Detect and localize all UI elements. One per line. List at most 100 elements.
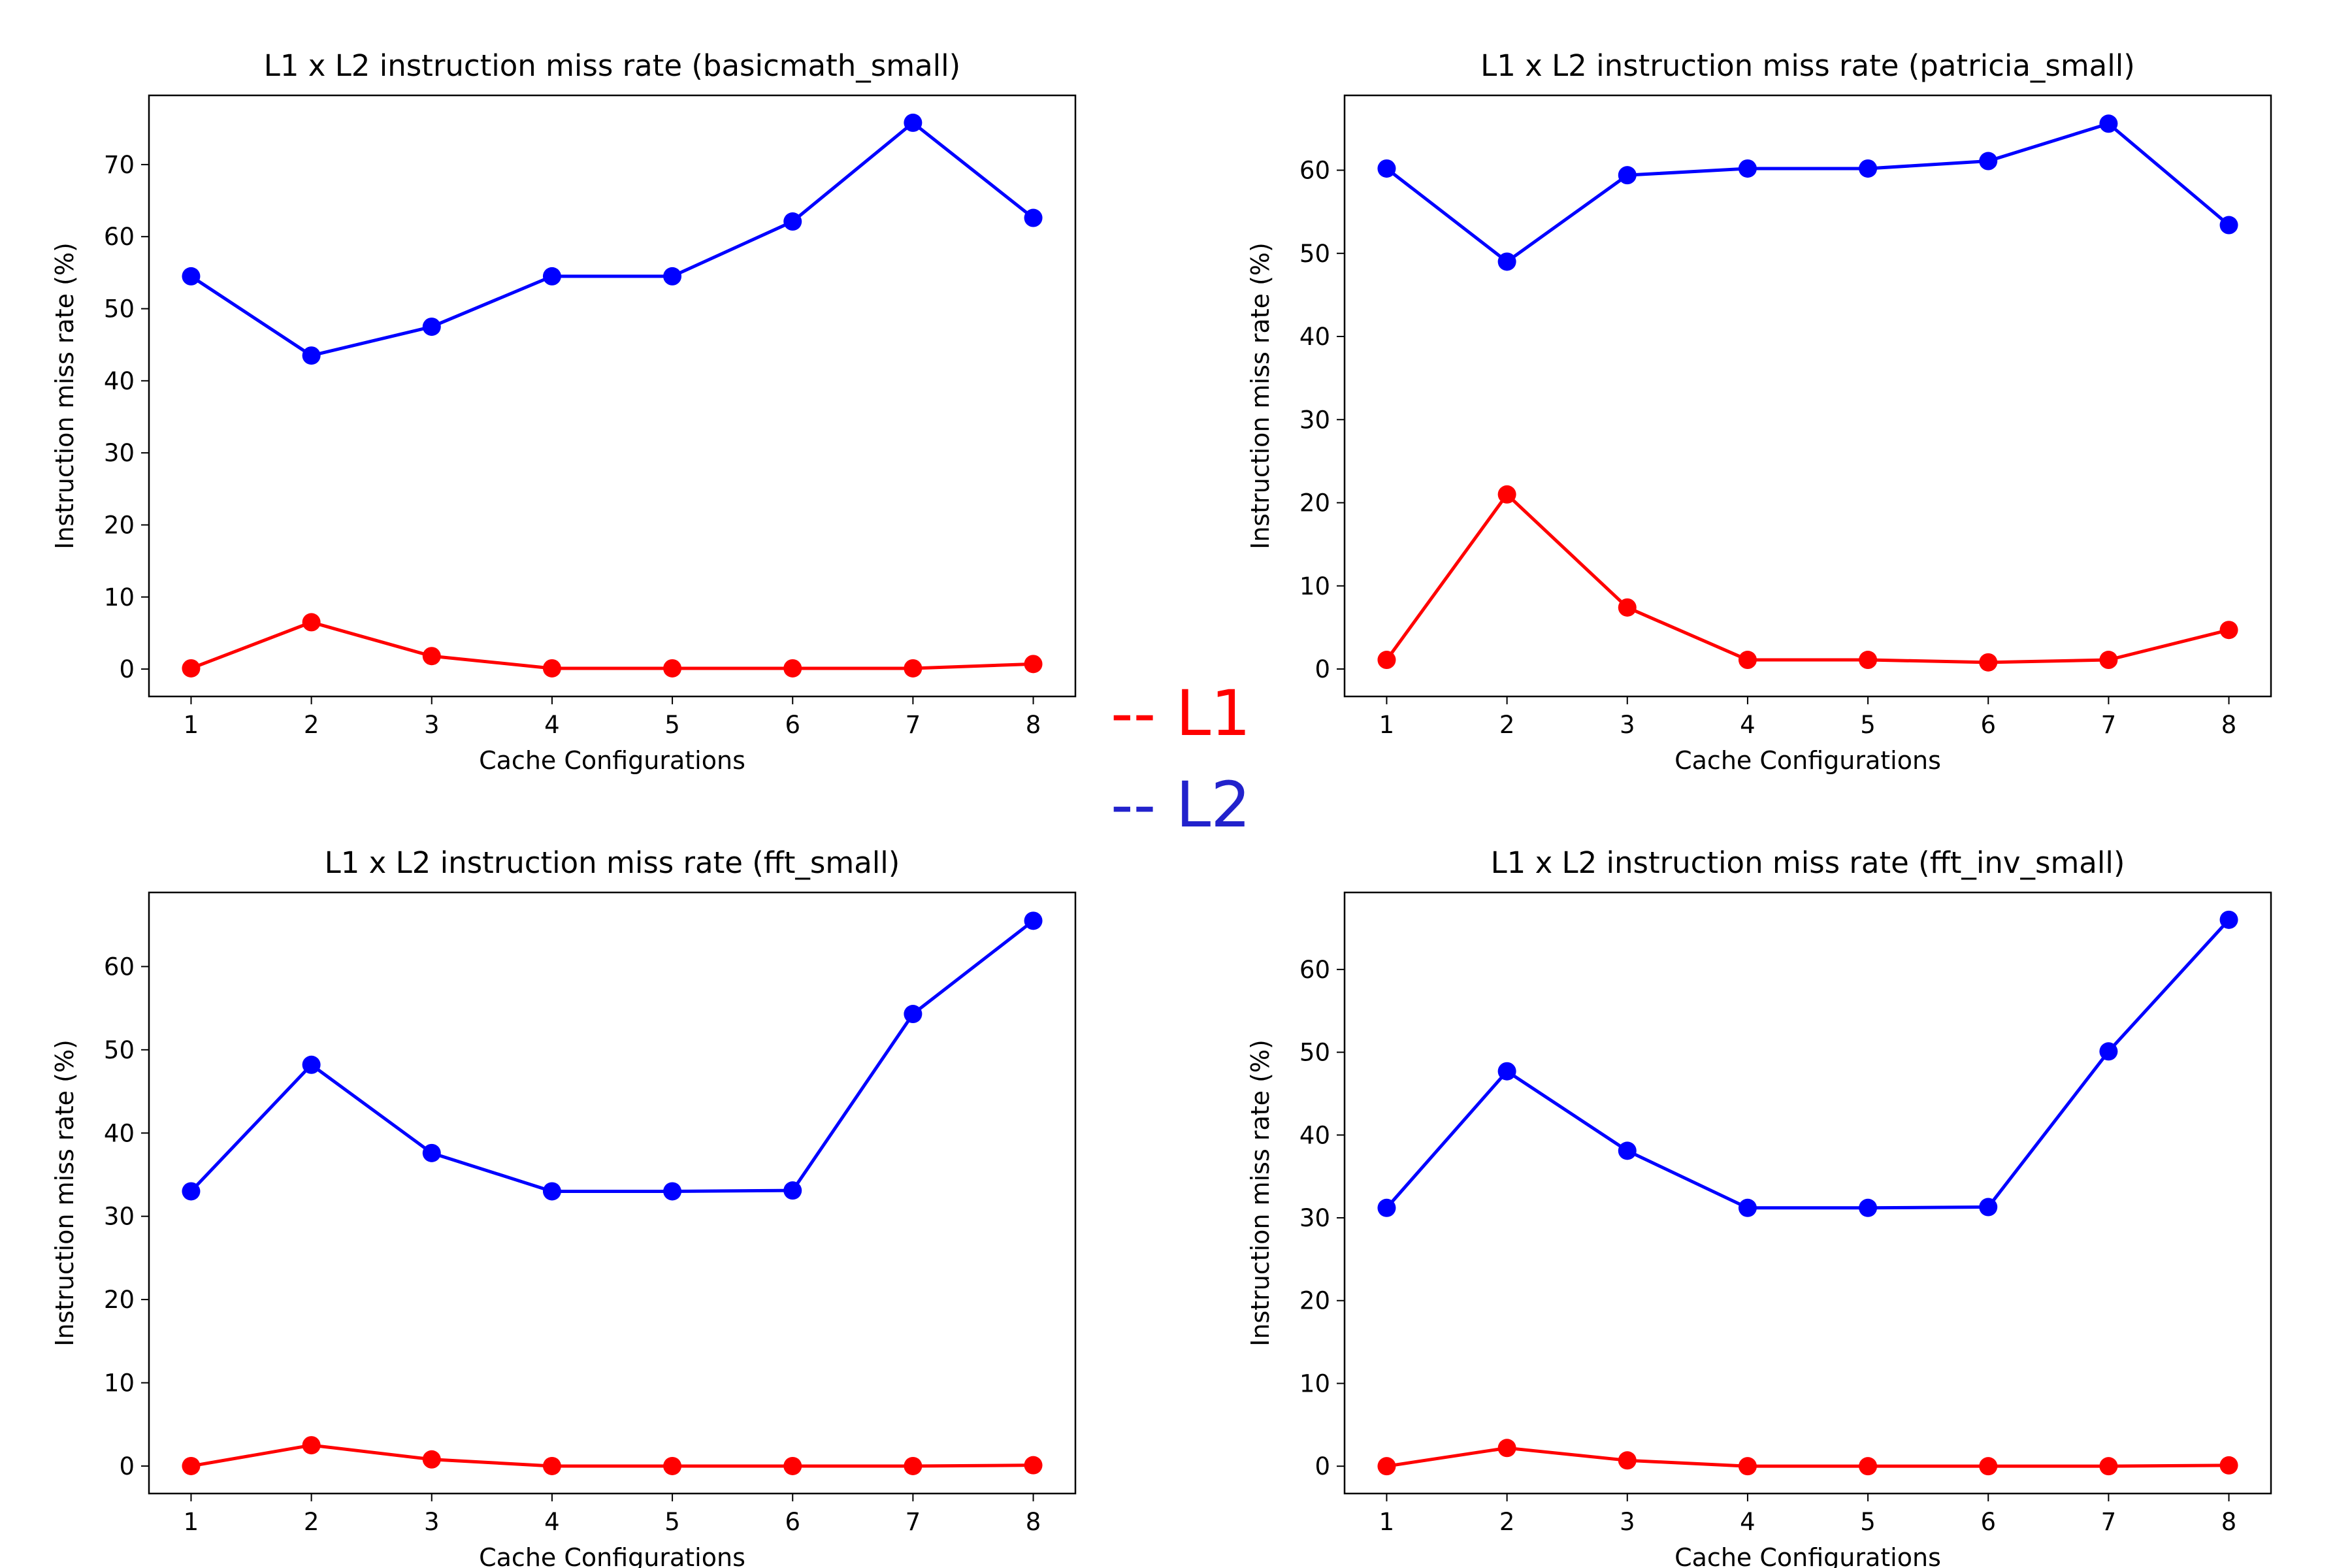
y-tick-label: 30 — [1299, 406, 1330, 434]
y-tick-label: 30 — [104, 1203, 135, 1231]
x-tick-label: 1 — [184, 711, 199, 739]
data-point — [1979, 653, 1998, 672]
data-point — [1859, 159, 1878, 178]
chart-title: L1 x L2 instruction miss rate (fft_small… — [325, 845, 900, 880]
x-tick-label: 8 — [1026, 711, 1041, 739]
data-point — [182, 659, 201, 678]
y-tick-label: 40 — [104, 1119, 135, 1147]
data-point — [1859, 651, 1878, 670]
y-tick-label: 20 — [104, 511, 135, 539]
data-point — [1618, 598, 1637, 617]
data-point — [1979, 1457, 1998, 1476]
x-tick-label: 7 — [2101, 1508, 2117, 1536]
y-tick-label: 20 — [1299, 489, 1330, 517]
x-tick-label: 7 — [906, 711, 921, 739]
data-point — [1497, 1062, 1516, 1081]
data-point — [663, 1182, 682, 1201]
charts-container: L1 x L2 instruction miss rate (basicmath… — [50, 48, 2272, 1568]
data-point — [422, 1450, 441, 1469]
x-tick-label: 1 — [184, 1508, 199, 1536]
x-tick-label: 4 — [1740, 1508, 1756, 1536]
data-point — [1618, 166, 1637, 185]
series-line — [1385, 493, 2230, 664]
data-point — [1738, 1457, 1757, 1476]
series-l2 — [1377, 114, 2238, 271]
series-l2 — [1377, 910, 2238, 1217]
y-tick-label: 10 — [104, 1369, 135, 1397]
x-tick-label: 4 — [544, 1508, 560, 1536]
series-line — [1385, 919, 2230, 1210]
data-point — [2219, 910, 2238, 929]
data-point — [1738, 651, 1757, 670]
data-point — [1024, 911, 1043, 930]
data-point — [2099, 1457, 2118, 1476]
data-point — [2099, 114, 2118, 133]
y-tick-label: 10 — [1299, 572, 1330, 600]
x-tick-label: 5 — [1860, 1508, 1876, 1536]
plot-frame — [1343, 94, 2272, 698]
data-point — [422, 1143, 441, 1162]
data-point — [1859, 1198, 1878, 1217]
data-point — [182, 267, 201, 286]
x-tick-label: 4 — [1740, 711, 1756, 739]
data-point — [904, 659, 923, 678]
data-point — [182, 1456, 201, 1475]
y-tick-label: 0 — [119, 655, 135, 683]
data-point — [2219, 1456, 2238, 1475]
x-tick-label: 8 — [2221, 711, 2237, 739]
data-point — [663, 659, 682, 678]
x-tick-label: 8 — [1026, 1508, 1041, 1536]
data-point — [1859, 1457, 1878, 1476]
series-line — [1386, 1446, 2229, 1468]
x-axis-label: Cache Configurations — [1674, 746, 1941, 775]
series-l2 — [182, 911, 1043, 1201]
x-tick-label: 3 — [1620, 711, 1635, 739]
y-tick-label: 50 — [1299, 240, 1330, 268]
data-point — [663, 267, 682, 286]
x-tick-label: 3 — [1620, 1508, 1635, 1536]
x-tick-label: 8 — [2221, 1508, 2237, 1536]
y-tick-label: 0 — [119, 1452, 135, 1480]
y-tick-label: 0 — [1315, 655, 1330, 683]
data-point — [302, 1055, 321, 1074]
y-tick-label: 40 — [1299, 323, 1330, 351]
data-point — [542, 1182, 561, 1201]
plot-frame — [148, 94, 1077, 698]
y-tick-label: 40 — [104, 367, 135, 395]
y-tick-label: 10 — [104, 583, 135, 612]
data-point — [2099, 651, 2118, 670]
data-point — [1738, 159, 1757, 178]
series-line — [1385, 122, 2230, 263]
x-tick-label: 1 — [1379, 1508, 1395, 1536]
data-point — [422, 318, 441, 336]
x-tick-label: 2 — [1499, 711, 1515, 739]
x-tick-label: 5 — [664, 1508, 680, 1536]
y-axis-label: Instruction miss rate (%) — [50, 1039, 79, 1347]
x-tick-label: 4 — [544, 711, 560, 739]
y-tick-label: 20 — [104, 1286, 135, 1314]
data-point — [302, 1436, 321, 1455]
y-tick-label: 60 — [104, 223, 135, 251]
x-tick-label: 3 — [424, 711, 440, 739]
y-tick-label: 50 — [104, 1036, 135, 1064]
series-l2 — [182, 113, 1043, 365]
x-tick-label: 2 — [304, 1508, 319, 1536]
series-line — [191, 1443, 1034, 1468]
data-point — [2219, 216, 2238, 235]
legend: -- L1 -- L2 — [1111, 677, 1250, 841]
data-point — [302, 346, 321, 365]
data-point — [783, 1181, 802, 1200]
chart-title: L1 x L2 instruction miss rate (fft_inv_s… — [1491, 845, 2125, 880]
x-tick-label: 6 — [785, 1508, 800, 1536]
x-axis-label: Cache Configurations — [479, 746, 745, 775]
y-tick-label: 30 — [104, 439, 135, 467]
series-l1 — [1377, 1439, 2238, 1476]
data-point — [422, 647, 441, 666]
chart-panel-4: L1 x L2 instruction miss rate (fft_inv_s… — [1246, 845, 2272, 1568]
y-tick-label: 60 — [1299, 157, 1330, 185]
x-tick-label: 6 — [1980, 711, 1996, 739]
y-tick-label: 10 — [1299, 1369, 1330, 1397]
legend-entry-l2: -- L2 — [1111, 768, 1250, 841]
data-point — [1979, 152, 1998, 171]
